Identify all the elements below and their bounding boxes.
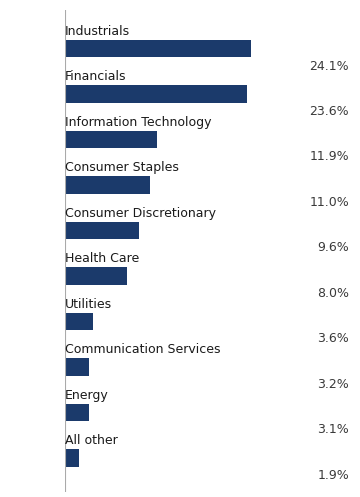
- Text: 11.0%: 11.0%: [310, 196, 349, 209]
- Text: Consumer Staples: Consumer Staples: [65, 161, 179, 174]
- Text: 3.6%: 3.6%: [318, 332, 349, 345]
- Bar: [65, 313, 93, 330]
- Bar: [65, 449, 80, 467]
- Text: Financials: Financials: [65, 70, 126, 83]
- Bar: [65, 358, 90, 376]
- Text: 23.6%: 23.6%: [310, 105, 349, 118]
- Text: 3.2%: 3.2%: [318, 378, 349, 391]
- Bar: [65, 131, 157, 148]
- Bar: [65, 40, 251, 57]
- Bar: [65, 222, 139, 239]
- Text: 8.0%: 8.0%: [317, 287, 349, 300]
- Bar: [65, 267, 126, 285]
- Text: 1.9%: 1.9%: [318, 469, 349, 482]
- Bar: [65, 176, 150, 194]
- Text: 3.1%: 3.1%: [318, 423, 349, 436]
- Text: Consumer Discretionary: Consumer Discretionary: [65, 207, 216, 220]
- Text: 9.6%: 9.6%: [318, 242, 349, 254]
- Text: Health Care: Health Care: [65, 252, 139, 265]
- Text: Information Technology: Information Technology: [65, 116, 211, 129]
- Text: All other: All other: [65, 434, 118, 447]
- Text: Communication Services: Communication Services: [65, 343, 220, 356]
- Text: Industrials: Industrials: [65, 25, 130, 38]
- Text: 11.9%: 11.9%: [310, 151, 349, 164]
- Bar: [65, 85, 247, 103]
- Text: Energy: Energy: [65, 389, 109, 402]
- Bar: [65, 404, 89, 421]
- Text: Utilities: Utilities: [65, 298, 112, 311]
- Text: 24.1%: 24.1%: [310, 60, 349, 73]
